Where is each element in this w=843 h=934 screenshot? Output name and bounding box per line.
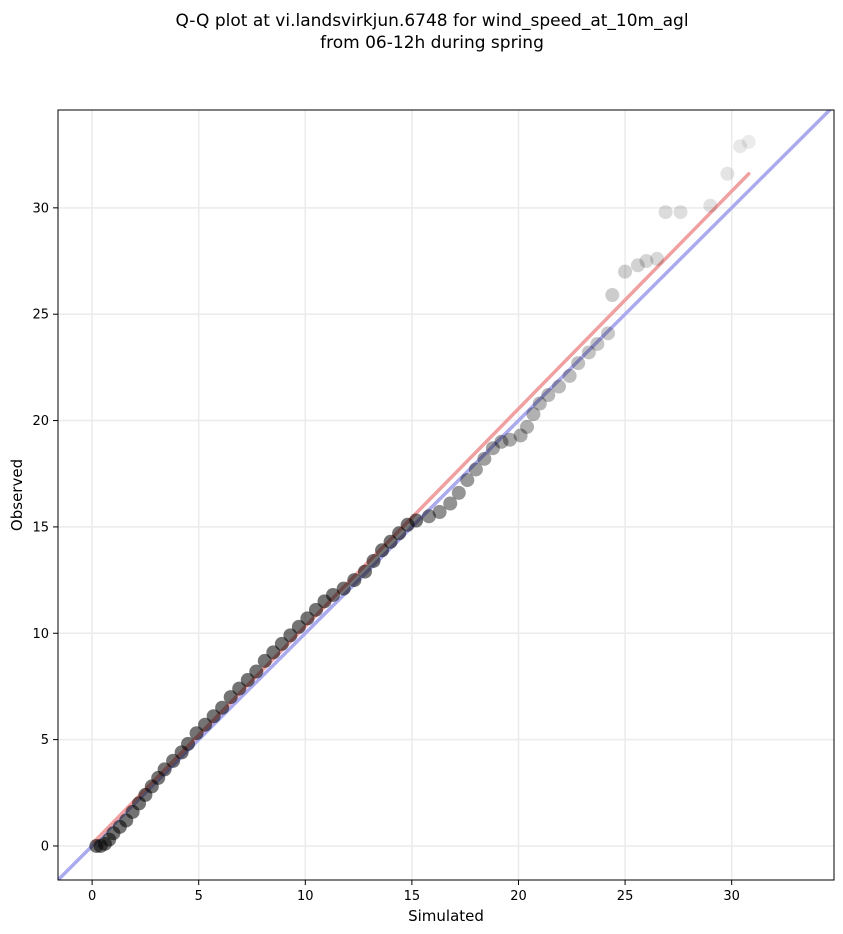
data-point [673,205,688,220]
data-point [532,396,547,411]
x-tick-label: 25 [617,889,634,904]
data-point [421,509,436,524]
data-point [451,485,466,500]
data-point [357,564,372,579]
data-point [541,388,556,403]
data-point [215,700,230,715]
data-point [283,628,298,643]
x-tick-label: 0 [88,889,96,904]
data-point [601,326,616,341]
data-point [618,264,633,279]
data-point [468,462,483,477]
data-point [460,473,475,488]
data-point [392,526,407,541]
x-tick-label: 20 [510,889,527,904]
data-point [485,441,500,456]
data-point [432,505,447,520]
data-point [274,636,289,651]
data-point [477,451,492,466]
data-point [590,336,605,351]
x-axis-ticks: 0 5 10 15 20 25 30 [88,880,740,904]
data-point [308,602,323,617]
data-point [741,134,756,149]
data-point [605,288,620,303]
plot-frame [57,109,835,881]
data-point [206,709,221,724]
data-point [443,496,458,511]
data-point [520,419,535,434]
y-axis-ticks: 0 5 10 15 20 25 30 [32,201,58,854]
data-point [526,407,541,422]
data-point [189,726,204,741]
data-point [198,717,213,732]
x-tick-label: 5 [195,889,203,904]
data-point [326,587,341,602]
data-point [639,254,654,269]
data-point [157,762,172,777]
data-point [366,553,381,568]
y-axis-label: Observed [8,459,26,531]
data-point [266,645,281,660]
y-tick-label: 5 [41,733,49,748]
data-point [347,573,362,588]
data-point [720,166,735,181]
y-tick-label: 20 [32,414,49,429]
x-tick-label: 10 [297,889,314,904]
chart-title-line-2: from 06-12h during spring [320,33,544,53]
y-tick-label: 10 [32,627,49,642]
y-tick-label: 30 [32,201,49,216]
data-point [630,258,645,273]
data-point [375,543,390,558]
data-point [581,345,596,360]
data-point [166,753,181,768]
x-tick-label: 30 [723,889,740,904]
data-point [240,673,255,688]
data-point [249,664,264,679]
data-point [551,379,566,394]
data-point [232,681,247,696]
data-point [650,251,665,266]
data-point [383,534,398,549]
x-tick-label: 15 [404,889,421,904]
data-point [562,368,577,383]
data-point [571,356,586,371]
data-point [223,690,238,705]
data-points [89,134,756,853]
data-point [181,736,196,751]
data-point [257,653,272,668]
data-point [513,428,528,443]
data-point [494,434,509,449]
y-tick-label: 25 [32,308,49,323]
chart-title-line-1: Q-Q plot at vi.landsvirkjun.6748 for win… [175,11,688,31]
y-tick-label: 0 [41,839,49,854]
data-point [658,205,673,220]
y-tick-label: 15 [32,520,49,535]
data-point [703,198,718,213]
data-point [733,139,748,154]
data-point [291,619,306,634]
data-point [409,513,424,528]
data-point [300,611,315,626]
x-axis-label: Simulated [408,907,484,925]
data-point [502,432,517,447]
data-point [336,581,351,596]
